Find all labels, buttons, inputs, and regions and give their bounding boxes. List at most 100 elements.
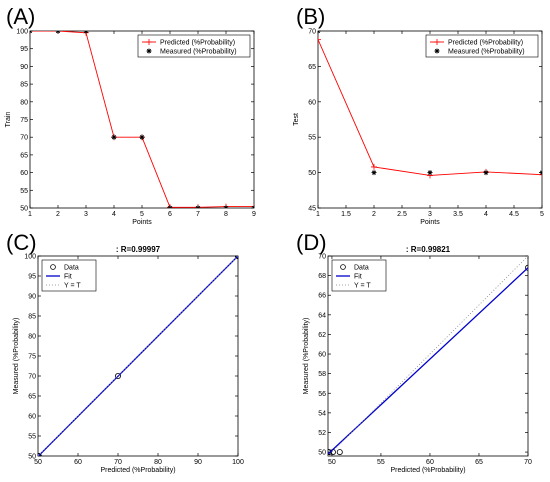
x-axis-label: Points [132, 219, 152, 226]
legend-label: Predicted (%Probability) [448, 40, 523, 47]
x-tick-label: 100 [232, 459, 244, 466]
data-layer [38, 256, 238, 456]
x-tick-label: 6 [168, 211, 172, 218]
data-point [235, 256, 238, 259]
identity-line [38, 256, 238, 456]
x-axis-label: Predicted (%Probability) [390, 467, 465, 474]
y-tick-label: 60 [20, 170, 28, 177]
x-tick-label: 8 [224, 211, 228, 218]
y-tick-label: 58 [318, 371, 326, 378]
x-tick-label: 70 [114, 459, 122, 466]
plot-frame [29, 30, 255, 209]
y-tick-label: 90 [28, 294, 36, 301]
x-tick-label: 7 [196, 211, 200, 218]
x-tick-label: 3.5 [453, 211, 463, 218]
panel-2: (B) 1 1.5 2 2.5 3 3.5 4 4.5 5 45 50 55 60 65 70 Points Te… [293, 4, 544, 226]
data-point [115, 372, 122, 379]
data-point [55, 31, 61, 34]
data-point [434, 48, 440, 54]
legend: Data Fit Y = T [41, 259, 97, 292]
x-tick-label: 2 [372, 211, 376, 218]
legend: Predicted (%Probability) Measured (%Proba… [137, 34, 251, 58]
y-tick-label: 50 [20, 206, 28, 213]
panel-letter: (C) [6, 230, 37, 255]
x-tick-label: 50 [328, 459, 336, 466]
y-tick-label: 90 [20, 64, 28, 71]
legend-label: Data [354, 265, 369, 272]
data-point [223, 205, 229, 208]
x-tick-label: 5 [540, 211, 544, 218]
data-layer [318, 31, 542, 179]
x-tick-label: 4 [112, 211, 116, 218]
y-axis-label: Test [293, 113, 300, 126]
x-tick-label: 4 [484, 211, 488, 218]
y-tick-label: 60 [318, 352, 326, 359]
y-tick-label: 100 [24, 254, 36, 261]
legend-label: Fit [64, 274, 72, 281]
x-tick-label: 90 [194, 459, 202, 466]
panel-1: (A) 1 2 3 4 5 6 7 8 9 50 55 60 65 70 75 80 85 90 95 100 Point… [5, 4, 256, 226]
y-tick-label: 55 [308, 135, 316, 142]
x-tick-label: 2.5 [397, 211, 407, 218]
data-point [251, 205, 254, 208]
legend: Predicted (%Probability) Measured (%Proba… [425, 34, 539, 58]
x-tick-label: 9 [252, 211, 256, 218]
y-axis-label: Train [5, 112, 12, 128]
y-tick-label: 65 [308, 64, 316, 71]
data-point [427, 170, 433, 176]
y-tick-label: 62 [318, 332, 326, 339]
y-tick-label: 75 [20, 117, 28, 124]
data-point [525, 264, 528, 271]
chart-title: : R=0.99821 [406, 245, 451, 254]
identity-line [328, 256, 528, 456]
x-tick-label: 80 [154, 459, 162, 466]
legend-label: Data [64, 265, 79, 272]
y-tick-label: 65 [20, 152, 28, 159]
x-tick-label: 50 [34, 459, 42, 466]
y-tick-label: 45 [308, 206, 316, 213]
x-tick-label: 3 [428, 211, 432, 218]
y-tick-label: 70 [318, 254, 326, 261]
y-axis-label: Measured (%Probability) [303, 318, 310, 395]
x-tick-label: 1.5 [341, 211, 351, 218]
data-point [30, 31, 33, 34]
y-tick-label: 70 [308, 29, 316, 36]
legend-swatch [340, 264, 346, 270]
y-tick-label: 60 [28, 414, 36, 421]
plot-frame [317, 30, 543, 209]
legend-label: Y = T [64, 283, 81, 290]
data-point [483, 170, 489, 176]
legend-swatch [50, 264, 56, 270]
x-axis-label: Predicted (%Probability) [100, 467, 175, 474]
data-point [139, 134, 145, 140]
panel-letter: (D) [296, 230, 327, 255]
legend-label: Fit [354, 274, 362, 281]
data-point [539, 171, 542, 178]
y-tick-label: 66 [318, 293, 326, 300]
data-point [195, 205, 201, 208]
y-tick-label: 65 [28, 394, 36, 401]
panel-letter: (B) [296, 4, 325, 29]
y-tick-label: 100 [16, 29, 28, 36]
x-tick-label: 55 [377, 459, 385, 466]
y-tick-label: 80 [28, 334, 36, 341]
x-axis-label: Points [420, 219, 440, 226]
y-tick-label: 85 [28, 314, 36, 321]
y-tick-label: 50 [28, 454, 36, 461]
y-tick-label: 85 [20, 82, 28, 89]
legend-box [137, 34, 251, 58]
data-point [111, 134, 117, 140]
data-point [328, 449, 332, 456]
panel-letter: (A) [6, 4, 35, 29]
y-tick-label: 60 [308, 99, 316, 106]
data-point [318, 36, 321, 43]
x-tick-label: 1 [316, 211, 320, 218]
data-point [318, 31, 321, 34]
y-tick-label: 64 [318, 312, 326, 319]
legend-label: Y = T [354, 283, 371, 290]
legend: Data Fit Y = T [331, 259, 387, 292]
data-point [434, 39, 440, 45]
x-tick-label: 1 [28, 211, 32, 218]
y-tick-label: 50 [308, 170, 316, 177]
